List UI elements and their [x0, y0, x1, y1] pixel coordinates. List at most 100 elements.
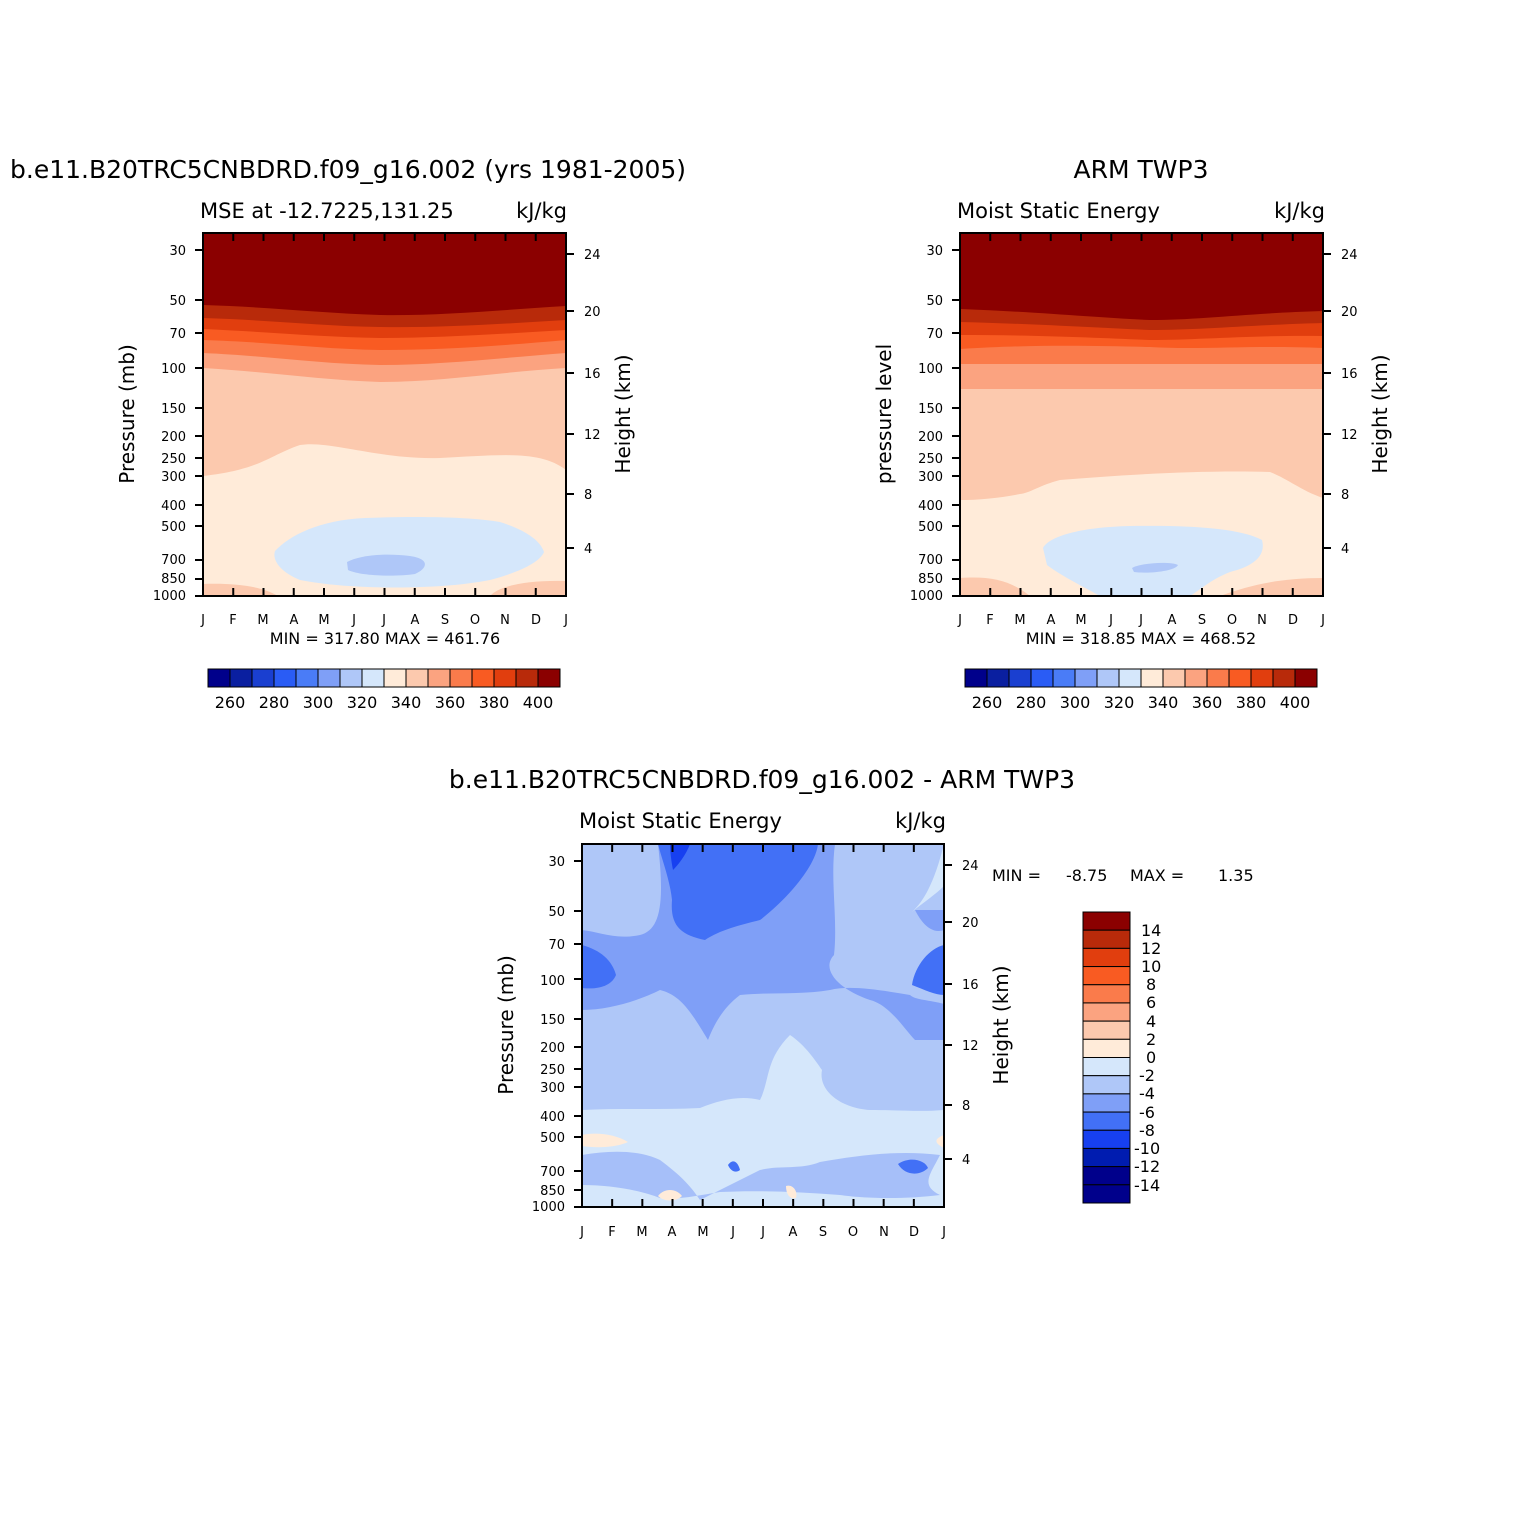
xtick-feb: F [608, 1225, 615, 1240]
panel-model-x-axis: J F M A M J J A S O N D J [200, 613, 568, 628]
xtick-apr: A [668, 1225, 677, 1240]
colorbar-swatch [1082, 1020, 1131, 1040]
colorbar-swatch [471, 668, 495, 688]
xtick-jun: J [351, 613, 356, 628]
colorbar-swatch [383, 668, 407, 688]
cb-label-380: 380 [1236, 693, 1267, 712]
cb-label-260: 260 [972, 693, 1003, 712]
cb-label-280: 280 [1016, 693, 1047, 712]
xtick-mar: M [257, 613, 268, 628]
xtick-sep: S [441, 613, 449, 628]
cb-label-minus4: -4 [1139, 1084, 1155, 1103]
cb-label-2: 2 [1146, 1030, 1156, 1049]
contour-fill-minus8-minus10 [670, 844, 690, 870]
panel-diff-contours [582, 844, 944, 1207]
panel-obs-ylabel-right: Height (km) [1368, 354, 1392, 473]
xtick-jan: J [200, 613, 205, 628]
cb-label-minus12: -12 [1134, 1157, 1160, 1176]
contour-fill-310-320 [347, 554, 425, 576]
axis-ticks [195, 233, 574, 597]
rtick-24: 24 [1341, 248, 1358, 263]
ytick-100: 100 [161, 362, 186, 377]
cb-label-10: 10 [1141, 957, 1161, 976]
rtick-20: 20 [1341, 305, 1358, 320]
panel-obs-left-axis: 30 50 70 100 150 200 250 300 400 500 700… [872, 244, 943, 604]
xtick-nov: N [500, 613, 510, 628]
rtick-20: 20 [584, 305, 601, 320]
rtick-24: 24 [962, 859, 979, 874]
axis-ticks [952, 233, 1331, 597]
colorbar-swatch [1082, 947, 1131, 968]
ytick-30: 30 [926, 244, 943, 259]
xtick-oct: O [848, 1225, 858, 1240]
panel-diff-colorbar [1082, 911, 1131, 1204]
panel-model-minmax: MIN = 317.80 MAX = 461.76 [270, 629, 500, 648]
ytick-100: 100 [918, 362, 943, 377]
contour-fill-0-minus2-topright [912, 844, 944, 912]
colorbar-swatch [1074, 668, 1098, 688]
ytick-200: 200 [540, 1041, 565, 1056]
panel-diff-minmax: MIN = -8.75 MAX = 1.35 [992, 866, 1254, 885]
axis-ticks [574, 844, 952, 1208]
xtick-nov: N [1257, 613, 1267, 628]
ytick-500: 500 [918, 520, 943, 535]
cb-label-260: 260 [215, 693, 246, 712]
cb-label-300: 300 [1060, 693, 1091, 712]
cb-label-360: 360 [435, 693, 466, 712]
colorbar-swatch [1082, 1093, 1131, 1113]
rtick-8: 8 [1341, 488, 1349, 503]
rtick-24: 24 [584, 248, 601, 263]
contour-fill-0-2-right [936, 1135, 944, 1148]
ytick-250: 250 [161, 452, 186, 467]
colorbar-swatch [1272, 668, 1296, 688]
panel-model-right-axis: 24 20 16 12 8 4 Height (km) [584, 248, 635, 557]
ytick-30: 30 [548, 855, 565, 870]
xtick-jan-end: J [563, 613, 568, 628]
colorbar-swatch [1082, 984, 1131, 1004]
xtick-jul: J [1138, 613, 1143, 628]
colorbar-swatch [427, 668, 451, 688]
rtick-16: 16 [1341, 367, 1358, 382]
xtick-dec: D [909, 1225, 919, 1240]
cb-label-340: 340 [391, 693, 422, 712]
panel-model-units: kJ/kg [516, 199, 567, 223]
xtick-jul: J [381, 613, 386, 628]
ytick-30: 30 [169, 244, 186, 259]
ytick-1000: 1000 [910, 589, 943, 604]
rtick-8: 8 [584, 488, 592, 503]
rtick-4: 4 [584, 542, 592, 557]
ytick-1000: 1000 [153, 589, 186, 604]
colorbar-swatch [1184, 668, 1208, 688]
colorbar-swatch [405, 668, 429, 688]
cb-label-360: 360 [1192, 693, 1223, 712]
contour-fill-surface-right [490, 580, 566, 596]
panel-obs-subtitle-left: Moist Static Energy [957, 199, 1160, 223]
cb-label-12: 12 [1141, 939, 1161, 958]
panel-diff-units: kJ/kg [895, 809, 946, 833]
ytick-200: 200 [161, 430, 186, 445]
ytick-400: 400 [918, 499, 943, 514]
colorbar-swatch [1082, 966, 1131, 986]
ytick-100: 100 [540, 974, 565, 989]
panel-obs-units: kJ/kg [1274, 199, 1325, 223]
xtick-jul: J [760, 1225, 765, 1240]
panel-diff-right-axis: 24 20 16 12 8 4 Height (km) [962, 859, 1013, 1168]
ytick-500: 500 [161, 520, 186, 535]
cb-label-0: 0 [1146, 1048, 1156, 1067]
contour-fill-surface-right [1220, 578, 1323, 596]
contour-fill-0-2-aug [786, 1185, 797, 1199]
colorbar-swatch [1082, 1038, 1131, 1058]
diff-min-value: -8.75 [1066, 866, 1107, 885]
xtick-feb: F [986, 613, 993, 628]
panel-obs-minmax: MIN = 318.85 MAX = 468.52 [1026, 629, 1256, 648]
panel-model: b.e11.B20TRC5CNBDRD.f09_g16.002 (yrs 198… [10, 155, 686, 712]
panel-model-ylabel-right: Height (km) [611, 354, 635, 473]
diff-max-label: MAX = [1130, 866, 1184, 885]
colorbar-swatch [515, 668, 539, 688]
ytick-850: 850 [918, 572, 943, 587]
colorbar-swatch [1082, 929, 1131, 949]
contour-fill-minus2-minus4-lower [582, 1151, 940, 1200]
xtick-apr: A [1047, 613, 1056, 628]
ytick-150: 150 [918, 402, 943, 417]
ytick-250: 250 [918, 452, 943, 467]
